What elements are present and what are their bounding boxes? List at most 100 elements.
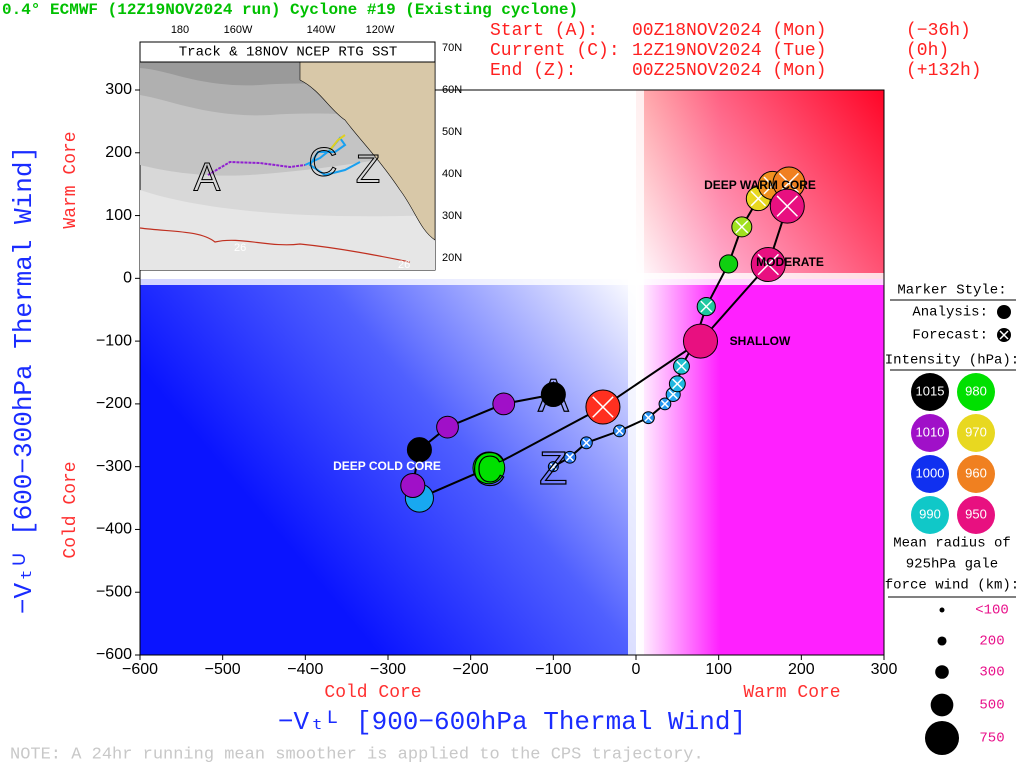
- trajectory-point: [472, 451, 506, 485]
- legend-intensity-swatch: [957, 414, 995, 452]
- inset-letter: C: [309, 141, 338, 185]
- y-tick-label: 100: [105, 207, 132, 224]
- forecast-x: [776, 195, 799, 217]
- trajectory-point: [436, 415, 459, 439]
- legend-intensity-title: Intensity (hPa):: [885, 353, 1019, 369]
- inset-lat: 60N: [442, 84, 462, 96]
- legend-intensity-swatch: [911, 455, 949, 493]
- y-tick-label: −500: [96, 583, 132, 600]
- title: 0.4° ECMWF (12Z19NOV2024 run) Cyclone #1…: [2, 1, 578, 19]
- trajectory-point: [406, 437, 432, 463]
- forecast-x: [549, 463, 557, 471]
- inset-title: Track & 18NOV NCEP RTG SST: [179, 45, 397, 61]
- forecast-x: [644, 413, 653, 422]
- x-tick-label: −500: [205, 661, 241, 678]
- legend-size-marker: [930, 693, 954, 717]
- inset-lat: 30N: [442, 210, 462, 222]
- legend-intensity-label: 970: [965, 424, 987, 439]
- legend-analysis: Analysis:: [912, 305, 988, 321]
- y-tick-label: 300: [105, 81, 132, 98]
- trajectory-point: [682, 323, 719, 359]
- inset-lat: 20N: [442, 252, 462, 264]
- run-info: 12Z19NOV2024 (Tue): [632, 41, 826, 61]
- x-tick-label: 100: [705, 661, 732, 678]
- run-info: 00Z18NOV2024 (Mon): [632, 21, 826, 41]
- legend-size-marker: [924, 720, 960, 756]
- legend-size-title: Mean radius of: [893, 536, 1011, 552]
- forecast-x: [735, 220, 749, 234]
- legend-size-label: 500: [979, 698, 1004, 714]
- x-tick-label: 200: [788, 661, 815, 678]
- inset-lat: 40N: [442, 168, 462, 180]
- trajectory-letter: A: [538, 370, 569, 422]
- trajectory-point: [719, 254, 739, 274]
- legend-intensity-label: 960: [965, 465, 987, 480]
- x-axis-label: −Vₜᴸ [900−600hPa Thermal Wind]: [278, 707, 746, 737]
- forecast-x: [757, 253, 780, 276]
- run-info: (0h): [906, 41, 949, 61]
- legend-intensity-label: 950: [965, 506, 987, 521]
- x-side-label: Cold Core: [324, 683, 421, 703]
- trajectory-point: [492, 392, 516, 416]
- legend-intensity-label: 1000: [916, 465, 945, 480]
- inset-lon: 120W: [366, 24, 395, 36]
- legend-analysis-marker: [997, 305, 1011, 319]
- legend-size-label: 750: [979, 731, 1004, 747]
- forecast-x: [592, 396, 614, 418]
- x-tick-label: −200: [453, 661, 489, 678]
- y-tick-label: −300: [96, 458, 132, 475]
- inset-lon: 140W: [307, 24, 336, 36]
- run-info: (−36h): [906, 21, 971, 41]
- footnote: NOTE: A 24hr running mean smoother is ap…: [10, 745, 704, 764]
- legend-intensity-label: 990: [919, 506, 941, 521]
- forecast-x: [676, 360, 687, 372]
- legend-intensity-label: 1010: [916, 424, 945, 439]
- run-info: (+132h): [906, 61, 982, 81]
- y-axis-label: −Vₜᵁ [600−300hPa Thermal Wind]: [9, 146, 39, 614]
- run-info: Start (A):: [490, 21, 598, 41]
- run-info: Current (C):: [490, 41, 620, 61]
- trajectory-point: [400, 472, 426, 499]
- region-label: SHALLOW: [730, 334, 791, 348]
- inset-lon: 160W: [224, 24, 253, 36]
- legend-intensity-label: 1015: [916, 383, 945, 398]
- inset-lon: 180: [171, 24, 189, 36]
- x-tick-label: −600: [122, 661, 158, 678]
- y-tick-label: −200: [96, 395, 132, 412]
- y-tick-label: 0: [123, 270, 132, 287]
- region-label: MODERATE: [756, 255, 824, 269]
- legend-size-label: 300: [979, 665, 1004, 681]
- legend-size-label: 200: [979, 634, 1004, 650]
- forecast-x: [700, 300, 713, 313]
- legend-size-marker: [939, 607, 945, 613]
- y-tick-label: −100: [96, 332, 132, 349]
- x-side-label: Warm Core: [743, 683, 840, 703]
- run-info: 00Z25NOV2024 (Mon): [632, 61, 826, 81]
- x-tick-label: −100: [535, 661, 571, 678]
- legend-size-marker: [937, 636, 947, 646]
- forecast-x: [582, 438, 591, 447]
- y-tick-label: 200: [105, 144, 132, 161]
- x-tick-label: −300: [370, 661, 406, 678]
- trajectory-point: [540, 381, 566, 408]
- trajectory: AC Z: [400, 166, 806, 513]
- forecast-x: [615, 426, 624, 435]
- forecast-x: [565, 453, 574, 462]
- inset-letter: A: [194, 156, 221, 200]
- legend-intensity-label: 980: [965, 383, 987, 398]
- forecast-x: [672, 378, 683, 390]
- x-tick-label: 0: [632, 661, 641, 678]
- legend-size-title: 925hPa gale: [906, 557, 998, 573]
- legend-forecast: Forecast:: [912, 328, 988, 344]
- run-info: End (Z):: [490, 61, 576, 81]
- legend-intensity-swatch: [911, 496, 949, 534]
- legend-size-label: <100: [975, 603, 1009, 619]
- inset-lat: 50N: [442, 126, 462, 138]
- inset-map: Track & 18NOV NCEP RTG SST 26 26 A C Z: [139, 41, 436, 271]
- legend-intensity-swatch: [957, 496, 995, 534]
- legend-intensity-swatch: [911, 414, 949, 452]
- legend-intensity-swatch: [911, 373, 949, 411]
- legend-size-marker: [935, 665, 949, 679]
- y-side-label: Cold Core: [61, 461, 81, 558]
